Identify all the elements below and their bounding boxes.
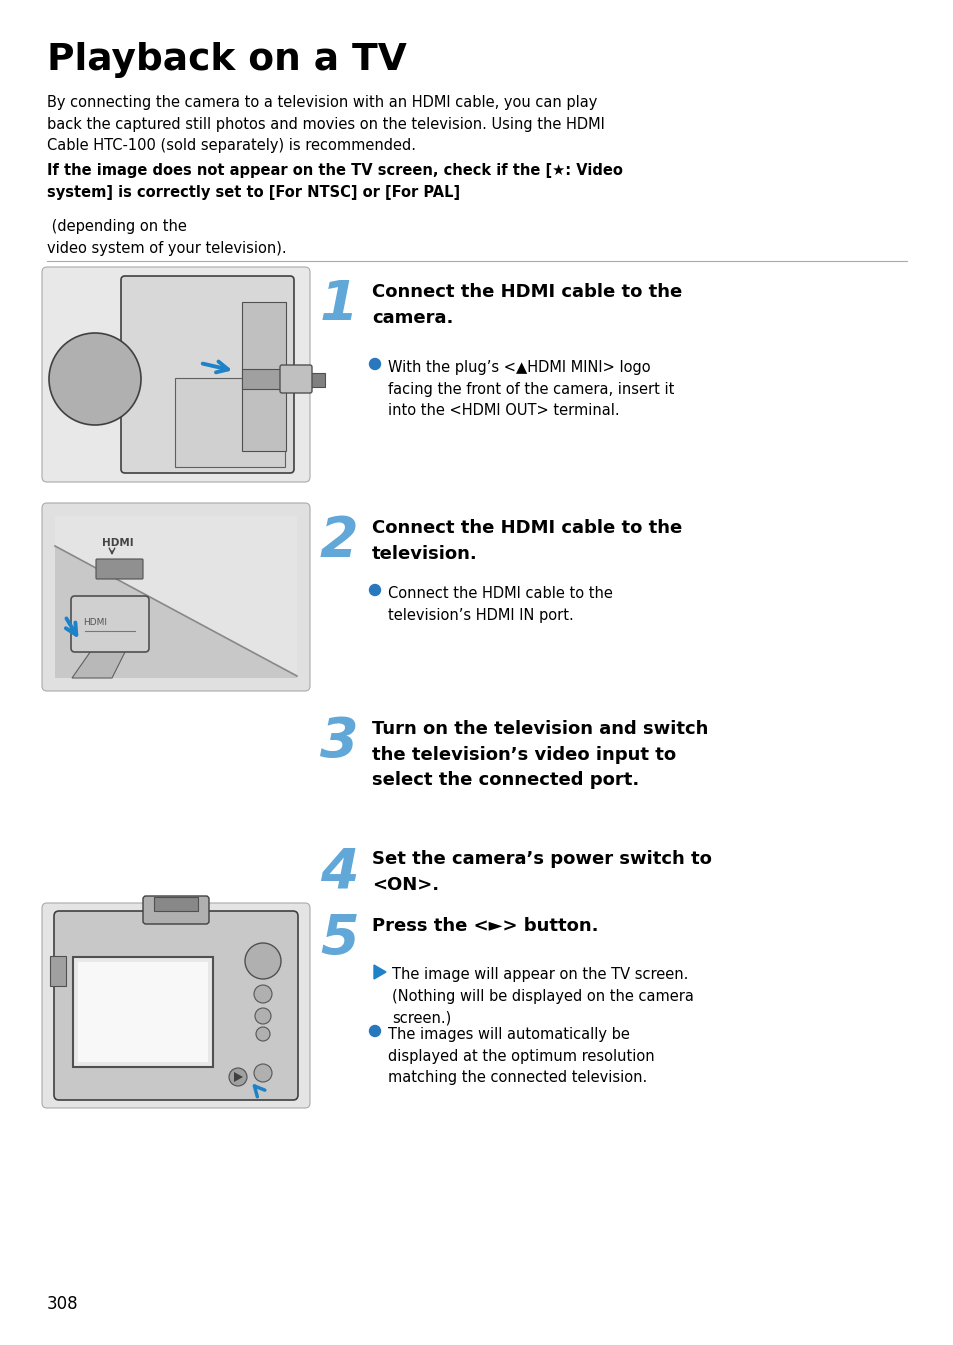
- Bar: [153, 897, 198, 911]
- Text: Playback on a TV: Playback on a TV: [47, 42, 406, 78]
- Circle shape: [73, 356, 117, 401]
- FancyBboxPatch shape: [71, 596, 149, 652]
- Text: Press the <►> button.: Press the <►> button.: [372, 917, 598, 935]
- Text: If the image does not appear on the TV screen, check if the [★: Video
system] is: If the image does not appear on the TV s…: [47, 163, 622, 199]
- Circle shape: [245, 943, 281, 979]
- Text: 1: 1: [319, 278, 358, 332]
- Text: Set the camera’s power switch to
<ON>.: Set the camera’s power switch to <ON>.: [372, 850, 711, 893]
- Polygon shape: [71, 648, 127, 678]
- Text: 2: 2: [319, 514, 358, 568]
- Circle shape: [49, 334, 141, 425]
- Bar: [242, 369, 286, 389]
- Polygon shape: [55, 516, 296, 677]
- Text: 5: 5: [319, 912, 358, 966]
- Text: (depending on the
video system of your television).: (depending on the video system of your t…: [47, 219, 286, 256]
- Text: Turn on the television and switch
the television’s video input to
select the con: Turn on the television and switch the te…: [372, 720, 708, 790]
- Text: Connect the HDMI cable to the
camera.: Connect the HDMI cable to the camera.: [372, 282, 681, 327]
- Text: Connect the HDMI cable to the
television’s HDMI IN port.: Connect the HDMI cable to the television…: [388, 586, 612, 623]
- Text: By connecting the camera to a television with an HDMI cable, you can play
back t: By connecting the camera to a television…: [47, 95, 604, 153]
- FancyBboxPatch shape: [174, 378, 285, 467]
- Text: HDMI: HDMI: [83, 617, 107, 627]
- Text: The image will appear on the TV screen.
(Nothing will be displayed on the camera: The image will appear on the TV screen. …: [392, 967, 693, 1025]
- Text: Connect the HDMI cable to the
television.: Connect the HDMI cable to the television…: [372, 519, 681, 562]
- FancyBboxPatch shape: [42, 268, 310, 482]
- Circle shape: [253, 985, 272, 1003]
- Text: HDMI: HDMI: [102, 538, 133, 547]
- Bar: [73, 958, 213, 1067]
- Text: 3: 3: [319, 716, 358, 769]
- Text: With the plug’s <▲HDMI MINI> logo
facing the front of the camera, insert it
into: With the plug’s <▲HDMI MINI> logo facing…: [388, 360, 674, 418]
- Polygon shape: [374, 964, 386, 979]
- FancyArrowPatch shape: [66, 619, 76, 635]
- FancyBboxPatch shape: [54, 911, 297, 1100]
- Circle shape: [369, 1025, 380, 1037]
- FancyBboxPatch shape: [143, 896, 209, 924]
- FancyBboxPatch shape: [96, 560, 143, 578]
- FancyArrowPatch shape: [202, 362, 228, 373]
- Bar: [50, 956, 66, 986]
- Circle shape: [255, 1028, 270, 1041]
- Polygon shape: [233, 1072, 243, 1081]
- Text: 4: 4: [319, 845, 358, 898]
- Circle shape: [369, 585, 380, 596]
- Text: The images will automatically be
displayed at the optimum resolution
matching th: The images will automatically be display…: [388, 1028, 654, 1085]
- Circle shape: [85, 369, 105, 389]
- FancyBboxPatch shape: [42, 503, 310, 691]
- Bar: [310, 373, 325, 387]
- Polygon shape: [55, 516, 296, 678]
- FancyBboxPatch shape: [280, 364, 312, 393]
- Text: 308: 308: [47, 1295, 78, 1313]
- Circle shape: [61, 346, 129, 413]
- FancyBboxPatch shape: [121, 276, 294, 473]
- FancyArrowPatch shape: [254, 1085, 265, 1096]
- Circle shape: [229, 1068, 247, 1085]
- Circle shape: [254, 1007, 271, 1024]
- Circle shape: [369, 359, 380, 370]
- Bar: [242, 303, 286, 451]
- FancyBboxPatch shape: [42, 902, 310, 1108]
- Bar: [78, 962, 208, 1063]
- Circle shape: [253, 1064, 272, 1081]
